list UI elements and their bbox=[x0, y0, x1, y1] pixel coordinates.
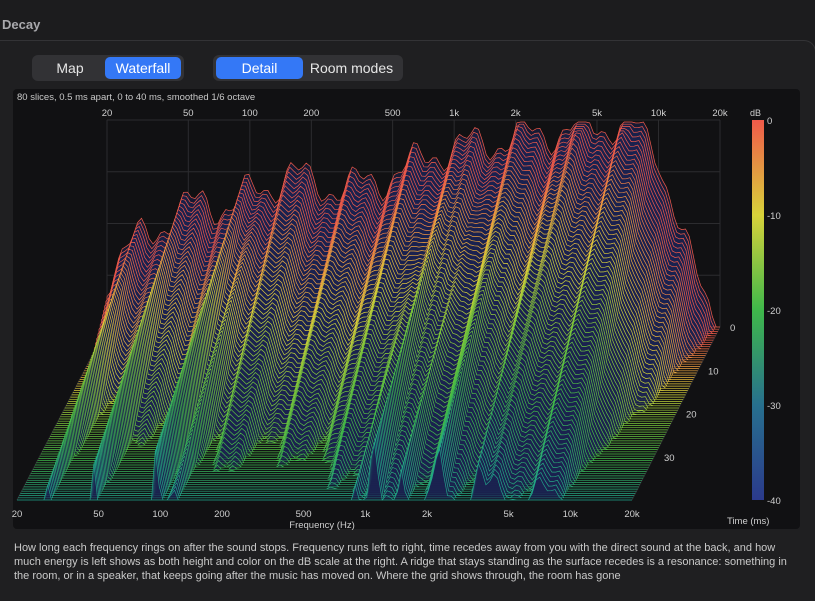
time-tick: 10 bbox=[708, 366, 719, 377]
detail-segmented-control: Detail Room modes bbox=[213, 55, 403, 81]
map-tab[interactable]: Map bbox=[56, 60, 84, 76]
time-tick: 0 bbox=[730, 323, 735, 334]
bottom-freq-tick: 500 bbox=[296, 509, 312, 520]
plot-caption: 80 slices, 0.5 ms apart, 0 to 40 ms, smo… bbox=[17, 92, 256, 103]
time-tick: 30 bbox=[664, 453, 675, 464]
top-freq-tick: 1k bbox=[449, 108, 459, 119]
top-freq-tick: 2k bbox=[511, 108, 521, 119]
colorbar-tick: -10 bbox=[767, 211, 781, 222]
section-title: Decay bbox=[2, 17, 41, 32]
detail-tab[interactable]: Detail bbox=[216, 57, 303, 79]
bottom-freq-tick: 5k bbox=[504, 509, 514, 520]
bottom-freq-tick: 20k bbox=[624, 509, 640, 520]
time-axis-label: Time (ms) bbox=[727, 516, 769, 527]
top-freq-tick: 200 bbox=[303, 108, 319, 119]
top-freq-tick: 20 bbox=[102, 108, 113, 119]
colorbar-tick: -20 bbox=[767, 306, 781, 317]
bottom-freq-tick: 100 bbox=[152, 509, 168, 520]
bottom-freq-tick: 2k bbox=[422, 509, 432, 520]
description-text: How long each frequency rings on after t… bbox=[14, 542, 787, 582]
bottom-freq-tick: 10k bbox=[563, 509, 579, 520]
top-freq-tick: 5k bbox=[592, 108, 602, 119]
top-freq-tick: 20k bbox=[712, 108, 728, 119]
colorbar: dB 0 -10 -20 -30 -40 bbox=[750, 108, 781, 507]
room-modes-tab[interactable]: Room modes bbox=[309, 60, 394, 76]
top-freq-tick: 10k bbox=[651, 108, 667, 119]
bottom-freq-tick: 200 bbox=[214, 509, 230, 520]
colorbar-tick: -30 bbox=[767, 401, 781, 412]
top-freq-tick: 500 bbox=[385, 108, 401, 119]
x-axis-label: Frequency (Hz) bbox=[289, 520, 354, 531]
colorbar-tick: -40 bbox=[767, 496, 781, 507]
colorbar-label: dB bbox=[750, 108, 761, 118]
bottom-freq-tick: 50 bbox=[93, 509, 104, 520]
waterfall-slice bbox=[17, 442, 632, 501]
top-freq-tick: 50 bbox=[183, 108, 194, 119]
bottom-freq-tick: 20 bbox=[12, 509, 23, 520]
time-tick: 20 bbox=[686, 410, 697, 421]
colorbar-gradient bbox=[752, 120, 764, 500]
view-segmented-control: Map Waterfall bbox=[32, 55, 184, 81]
colorbar-tick: 0 bbox=[767, 116, 772, 127]
waterfall-slices bbox=[17, 121, 720, 501]
bottom-freq-tick: 1k bbox=[360, 509, 370, 520]
waterfall-tab[interactable]: Waterfall bbox=[105, 57, 181, 79]
top-freq-tick: 100 bbox=[242, 108, 258, 119]
